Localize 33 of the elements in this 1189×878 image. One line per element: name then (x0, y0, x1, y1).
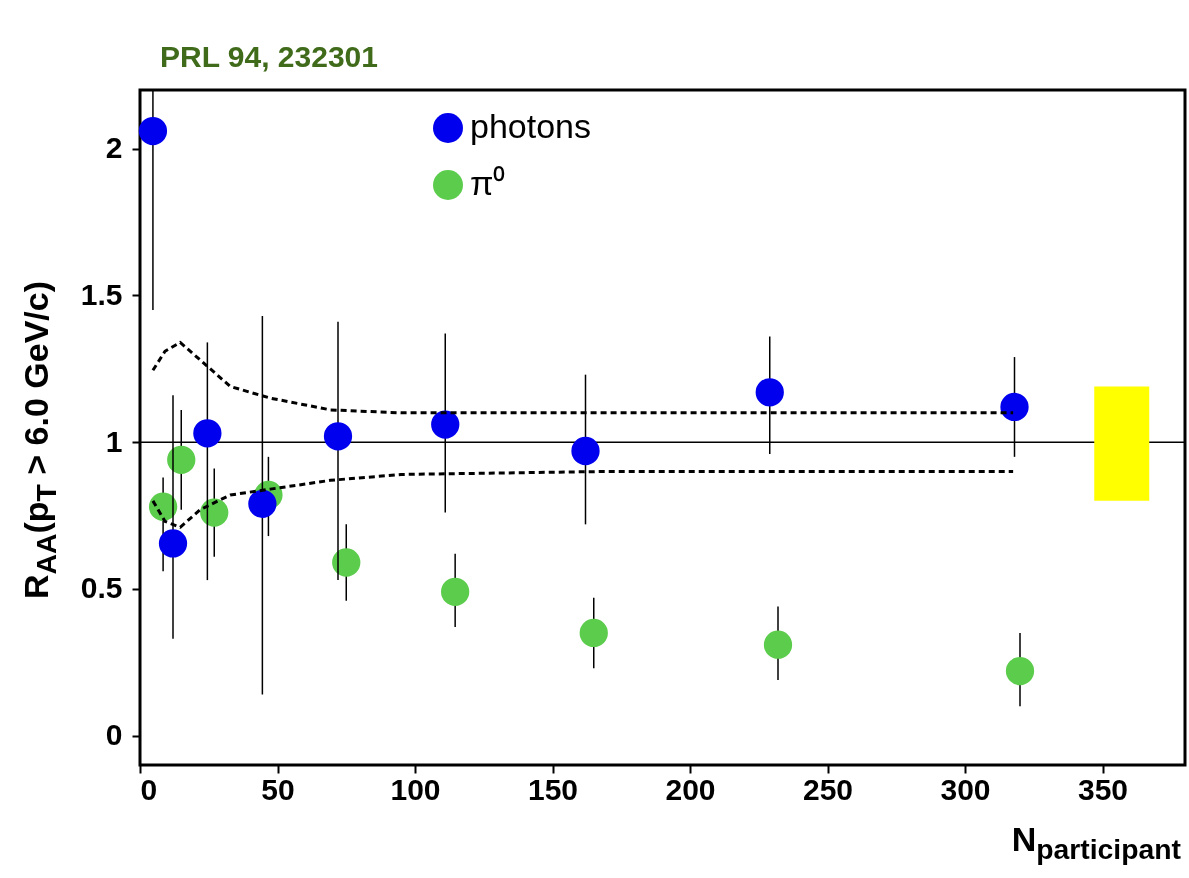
x-axis-title: N$_{participant}$ (1011, 820, 1181, 866)
point (441, 577, 470, 606)
point (1000, 392, 1029, 422)
x-tick-label: 300 (940, 772, 991, 806)
point (755, 378, 784, 407)
point (763, 630, 793, 659)
y-tick-label: 1 (105, 424, 123, 458)
point (167, 445, 196, 474)
point (579, 618, 608, 648)
point (248, 489, 277, 518)
y-tick-label: 0.5 (80, 571, 123, 605)
point (200, 498, 229, 527)
point (431, 410, 460, 439)
y-tick-label: 0 (105, 718, 123, 752)
x-tick-label: 350 (1077, 772, 1129, 806)
x-tick-label: 50 (261, 772, 295, 806)
text: PRL 94, 232301 (160, 40, 378, 74)
y-tick-label: 2 (105, 131, 123, 165)
point (323, 422, 353, 451)
legend-label: photons (470, 107, 591, 145)
y-tick-label: 1.5 (80, 277, 123, 311)
point (158, 529, 188, 558)
point (138, 116, 168, 146)
x-tick-label: 250 (802, 772, 854, 806)
point (1005, 656, 1035, 686)
point (332, 548, 361, 577)
x-tick-label: 200 (665, 772, 716, 806)
point (193, 419, 222, 448)
point (571, 436, 600, 466)
x-tick-label: 150 (527, 772, 579, 806)
legend-label: π⁰ (470, 164, 506, 202)
x-tick-label: 100 (390, 772, 441, 806)
x-tick-label: 0 (140, 772, 158, 806)
